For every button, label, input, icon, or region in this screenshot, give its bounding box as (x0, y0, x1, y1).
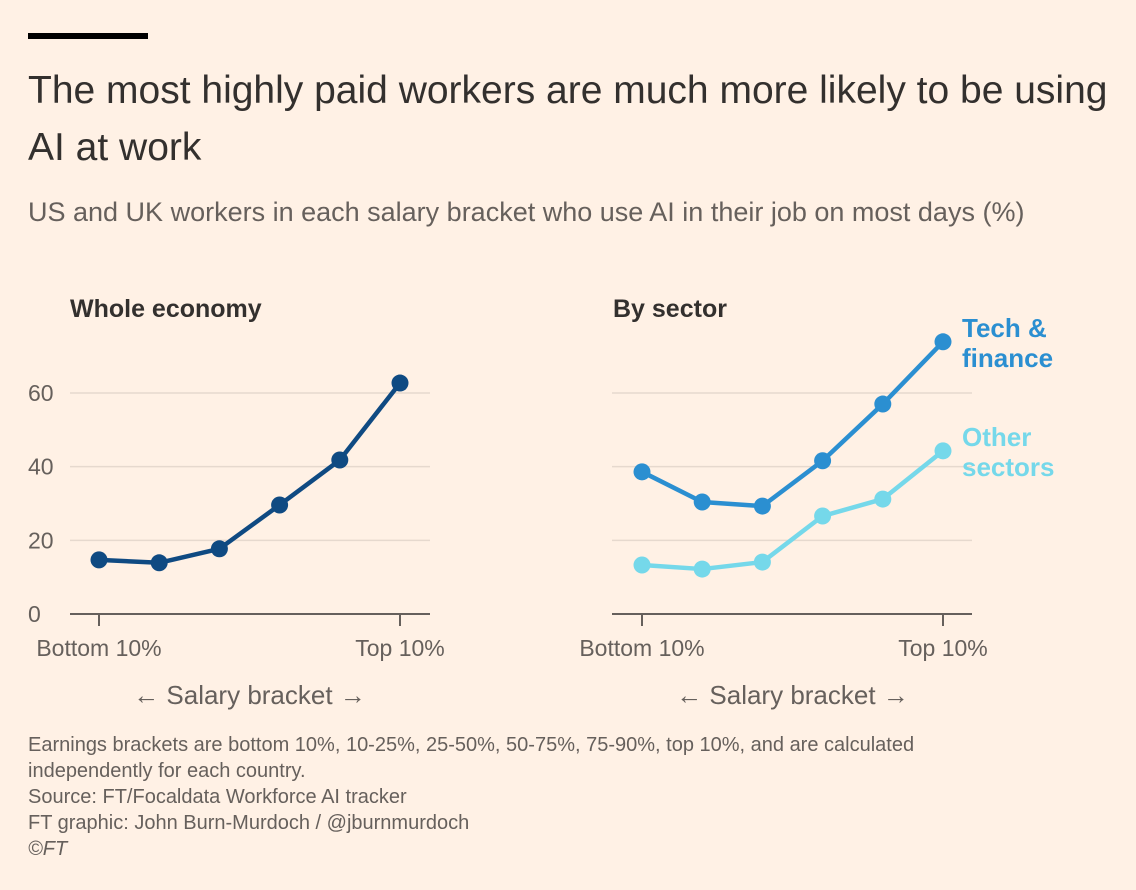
ft-header-bar (28, 33, 148, 39)
footnotes: Earnings brackets are bottom 10%, 10-25%… (28, 732, 914, 862)
y-tick-label: 0 (28, 601, 41, 627)
note-credit: FT graphic: John Burn-Murdoch / @jburnmu… (28, 812, 470, 834)
note-brackets-1: Earnings brackets are bottom 10%, 10-25%… (28, 734, 915, 756)
panel-title-by-sector: By sector (613, 295, 727, 323)
panel-title-whole-economy: Whole economy (70, 295, 262, 323)
note-copyright: ©FT (28, 838, 68, 860)
data-point (633, 463, 651, 481)
y-tick-label: 20 (28, 527, 54, 553)
data-point (814, 452, 832, 470)
series-line-tech-finance (640, 340, 945, 509)
y-tick-label: 40 (28, 454, 54, 480)
series-line-whole-economy (98, 381, 402, 566)
chart-title: The most highly paid workers are much mo… (28, 69, 1108, 169)
data-point (331, 451, 349, 469)
x-tick-label: Top 10% (355, 635, 445, 661)
series-label: finance (962, 343, 1053, 373)
data-point (693, 560, 711, 578)
data-point (874, 490, 892, 508)
note-brackets-2: independently for each country. (28, 760, 306, 782)
data-point (753, 497, 771, 515)
data-point (391, 374, 409, 392)
data-point (874, 395, 892, 413)
x-tick-label: Bottom 10% (36, 635, 161, 661)
data-point (271, 496, 289, 514)
data-point (934, 333, 952, 351)
series-line-other-sectors (641, 449, 945, 572)
x-tick-label: Top 10% (898, 635, 988, 661)
x-tick-label: Bottom 10% (579, 635, 704, 661)
y-tick-label: 60 (28, 380, 54, 406)
data-point (633, 556, 651, 574)
series-label: sectors (962, 452, 1055, 482)
x-axis-label: ← Salary bracket → (676, 680, 909, 710)
data-point (753, 553, 771, 571)
data-point (90, 551, 108, 569)
note-source: Source: FT/Focaldata Workforce AI tracke… (28, 786, 407, 808)
chart-subtitle: US and UK workers in each salary bracket… (28, 197, 1025, 227)
data-point (814, 507, 832, 525)
series-label: Other (962, 422, 1031, 452)
data-point (934, 442, 952, 460)
x-axis-label: ← Salary bracket → (133, 680, 366, 710)
data-point (210, 540, 228, 558)
data-point (150, 554, 168, 572)
series-label: Tech & (962, 313, 1047, 343)
data-point (693, 493, 711, 511)
